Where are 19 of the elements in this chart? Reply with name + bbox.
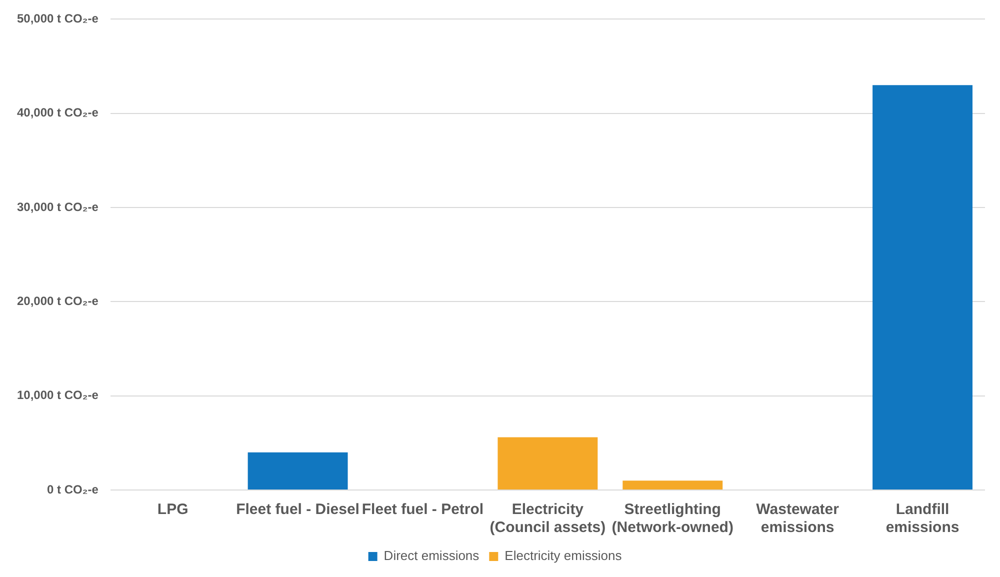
legend-label: Electricity emissions — [504, 548, 622, 564]
bar — [872, 85, 973, 490]
y-tick-label: 50,000 t CO₂-e — [16, 12, 99, 26]
bar — [248, 452, 348, 490]
x-tick-label: Fleet fuel - Diesel — [236, 501, 360, 518]
y-tick-label: 30,000 t CO₂-e — [16, 200, 99, 214]
y-tick-label: 0 t CO₂-e — [47, 482, 99, 496]
bar — [498, 437, 598, 490]
y-tick-label: 20,000 t CO₂-e — [16, 294, 99, 308]
x-tick-label: Electricity (Council assets) — [490, 501, 606, 536]
y-tick-label: 10,000 t CO₂-e — [16, 388, 99, 402]
bar — [622, 480, 723, 490]
x-tick-label: Streetlighting (Network-owned) — [612, 501, 734, 536]
legend-label: Direct emissions — [384, 548, 480, 564]
x-tick-label: LPG — [157, 501, 188, 518]
y-tick-label: 40,000 t CO₂-e — [16, 106, 99, 120]
x-tick-label: Landfill emissions — [886, 501, 960, 536]
x-tick-label: Fleet fuel - Petrol — [362, 501, 484, 518]
x-tick-label: Wastewater emissions — [756, 501, 840, 536]
